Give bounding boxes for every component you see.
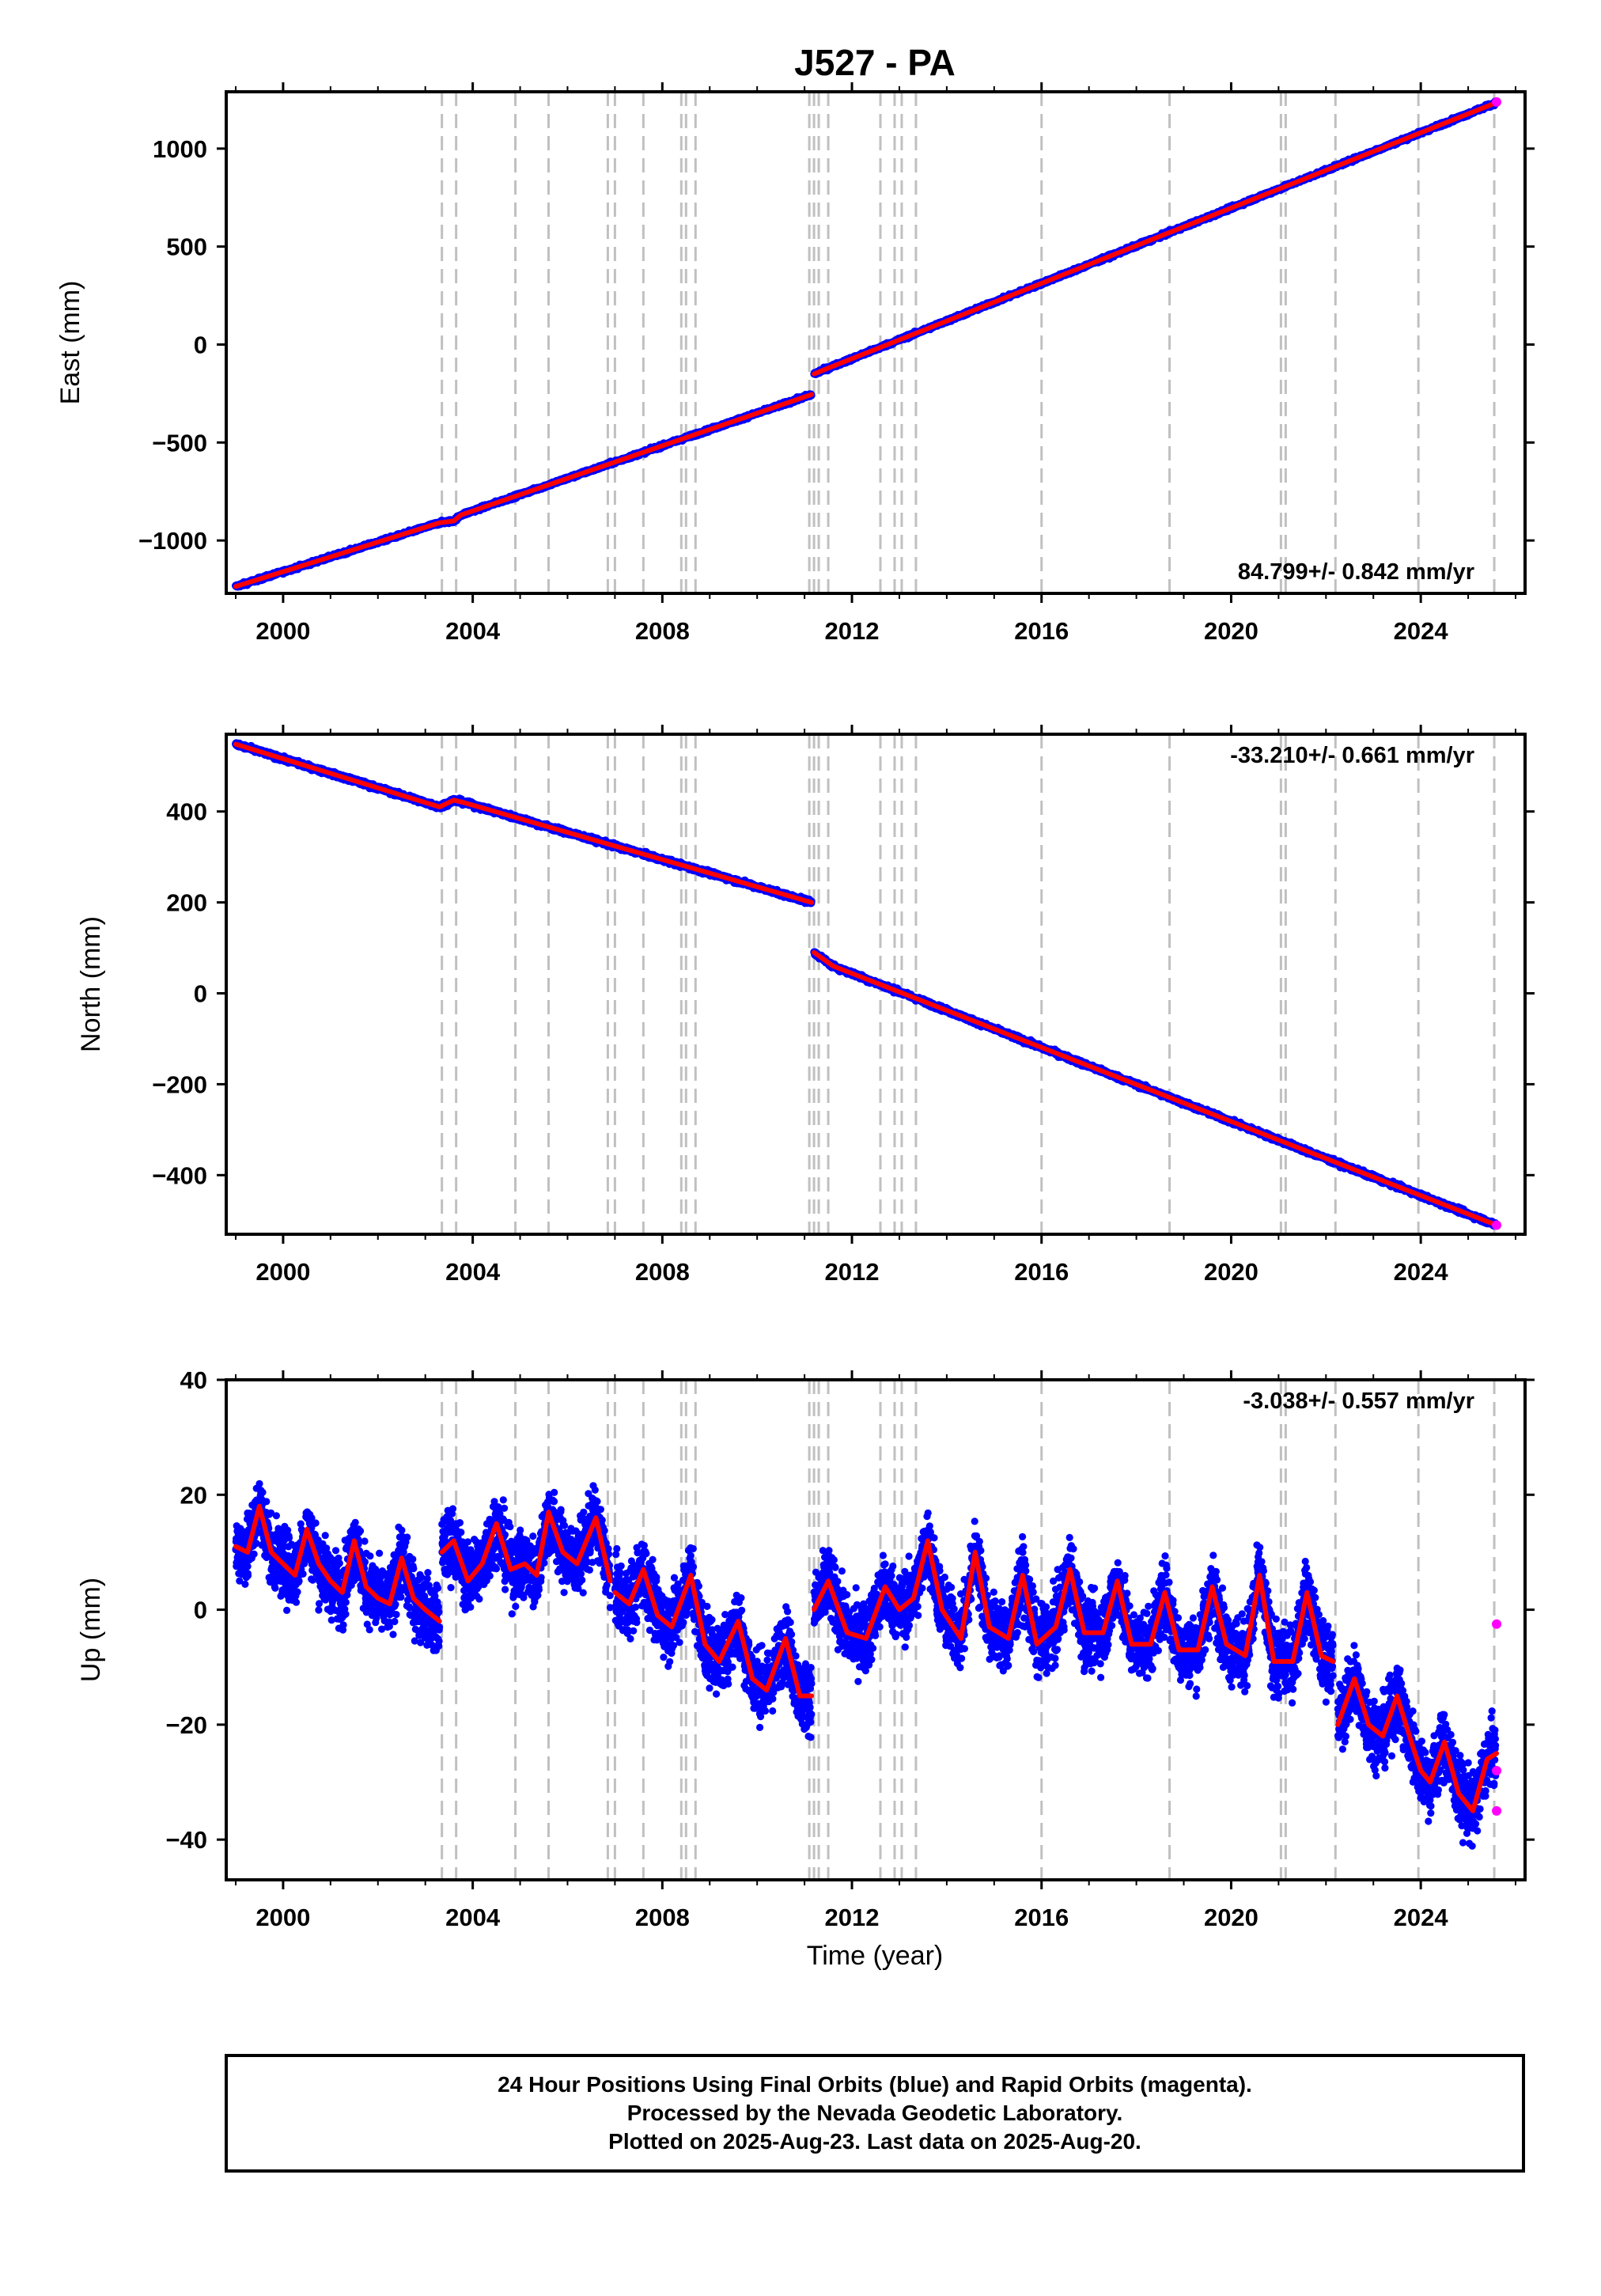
east-model-line [458,392,815,517]
east-y-tick-label: 0 [194,331,207,358]
east-x-tick-label: 2016 [1014,617,1069,645]
east-x-tick-label: 2024 [1394,617,1449,645]
east-model-line [233,512,464,589]
north-panel: 2000 2004 2008 2012 2016 2020 2024−400−2000200… [76,725,1535,1286]
east-x-tick-label: 2004 [445,617,501,645]
chart-title: J527 - PA [794,42,956,83]
east-model-line [812,100,1499,377]
east-x-tick-label: 2008 [635,617,690,645]
east-rate-label: 84.799+/- 0.842 mm/yr [1238,559,1474,585]
east-frame [225,90,1527,595]
east-x-tick-label: 2000 [255,617,310,645]
east-y-tick-label: −500 [152,429,207,457]
east-x-tick-label: 2012 [825,617,880,645]
east-y-tick-label: 1000 [153,135,207,163]
north-final-orbit-points [232,739,1500,1230]
east-y-tick-label: −1000 [138,527,207,555]
east-plot-area [232,92,1502,593]
east-y-tick-label: 500 [166,233,207,261]
east-rapid-orbit-point [1492,97,1502,107]
east-x-tick-label: 2020 [1204,617,1258,645]
east-y-axis-label: East (mm) [55,281,85,405]
east-panel: 2000 2004 2008 2012 2016 2020 2024 −1000 −500 0 50… [55,82,1535,645]
north-plot-area [232,734,1502,1234]
east-final-orbit-points [232,97,1500,591]
